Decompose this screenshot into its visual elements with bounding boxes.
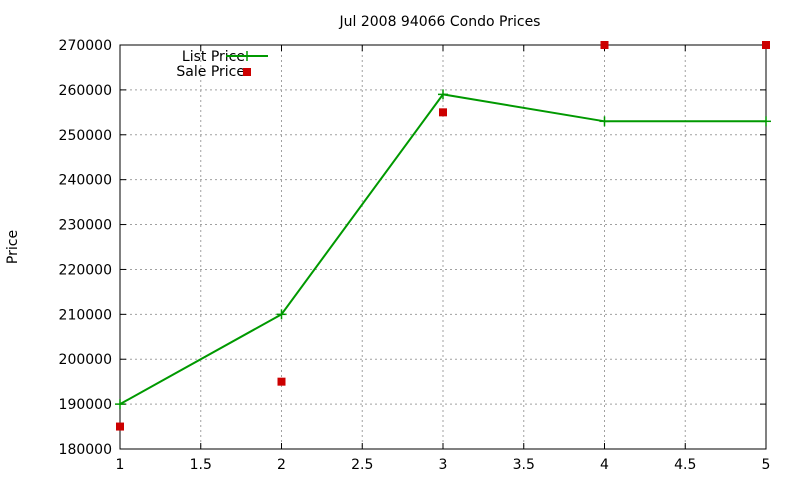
y-tick-label: 220000 [59,262,112,278]
x-tick-label: 3 [439,457,448,473]
legend-marker-list-price [242,51,252,61]
x-tick-label: 3.5 [513,457,535,473]
x-tick-label: 2.5 [351,457,373,473]
plot-border [119,44,767,450]
axes: 180000 190000 200000 210000 220000 230000 2400… [59,38,771,473]
grid [120,45,766,449]
list-price-point [761,116,771,127]
list-price-point [599,116,610,127]
y-tick-label: 210000 [59,307,112,323]
sale-price-point [116,422,124,431]
sale-price-point [439,108,447,117]
y-tick-label: 250000 [59,128,112,144]
list-price-point [276,309,287,320]
y-tick-label: 180000 [59,442,112,458]
y-tick-label: 200000 [59,352,112,368]
x-tick-label: 4 [600,457,609,473]
x-tick-label: 5 [762,457,771,473]
legend-label-sale-price: Sale Price [176,64,245,80]
y-axis-label: Price [5,230,21,264]
x-tick-label: 1 [116,457,125,473]
y-tick-label: 260000 [59,83,112,99]
list-price-point [438,89,448,100]
series [115,41,771,431]
y-tick-label: 190000 [59,397,112,413]
chart-title: Jul 2008 94066 Condo Prices [339,14,541,30]
list-price-point [115,399,125,410]
x-tick-label: 4.5 [674,457,696,473]
legend-label-list-price: List Price [182,49,245,65]
sale-price-point [277,377,286,386]
sale-price-point [762,41,770,49]
y-tick-label: 230000 [59,218,112,234]
y-tick-label: 270000 [59,38,112,54]
x-tick-label: 2 [277,457,286,473]
x-tick-label: 1.5 [190,457,212,473]
sale-price-point [600,41,609,49]
legend-marker-sale-price [243,68,251,76]
y-tick-label: 240000 [59,173,112,189]
